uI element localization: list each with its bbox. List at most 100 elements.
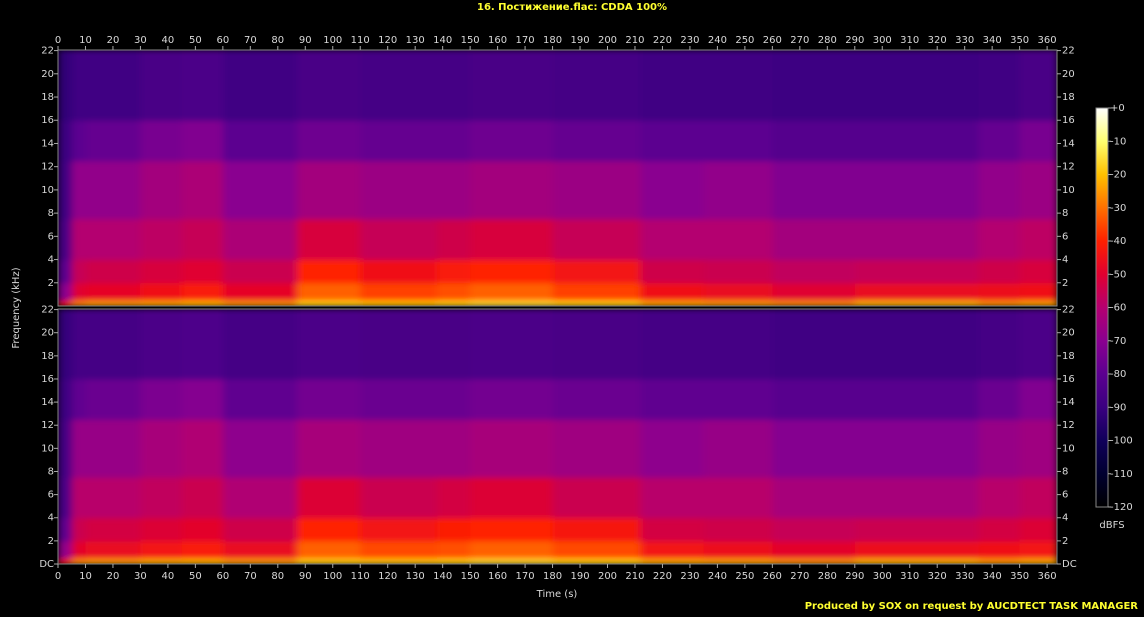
x-tick-label: 280 (818, 571, 837, 582)
x-tick-label: 330 (955, 35, 974, 46)
cell (1019, 309, 1057, 380)
cell (71, 218, 86, 261)
cell (978, 160, 1021, 220)
y-tick-label: 20 (41, 69, 54, 80)
colorbar-tick-label: +0 (1110, 103, 1125, 114)
cell (703, 160, 773, 220)
x-tick-label: 310 (900, 571, 919, 582)
y-tick-label: 2 (1062, 278, 1068, 289)
cell (470, 309, 554, 380)
cell (772, 50, 856, 121)
y-tick-label: 8 (1062, 466, 1068, 477)
cell (297, 419, 361, 478)
y-tick-label: 6 (1062, 490, 1068, 501)
colorbar-tick-label: -120 (1110, 502, 1133, 513)
cell (854, 259, 979, 284)
colorbar-tick-label: -50 (1110, 269, 1126, 280)
y-tick-label: 18 (41, 92, 54, 103)
cell (222, 309, 298, 380)
cell (978, 50, 1021, 121)
x-tick-label: 250 (735, 571, 754, 582)
cell (360, 259, 438, 284)
footer: Produced by SOX on request by AUCDTECT T… (805, 601, 1139, 612)
cell (640, 300, 705, 306)
cell (703, 259, 773, 284)
cell (703, 540, 773, 559)
cell (297, 517, 361, 542)
cell (703, 517, 773, 542)
x-tick-label: 80 (271, 35, 284, 46)
cell (222, 160, 298, 220)
cell (772, 120, 856, 162)
cell (71, 282, 86, 301)
cell (552, 120, 641, 162)
cell (85, 477, 141, 519)
cell (552, 540, 641, 559)
cell (772, 477, 856, 519)
x-tick-label: 20 (107, 35, 120, 46)
colorbar-tick-label: -60 (1110, 303, 1126, 314)
x-tick-label: 340 (983, 571, 1002, 582)
spectrogram (58, 50, 1057, 306)
cell (640, 218, 705, 261)
cell (58, 517, 73, 542)
cell (181, 540, 224, 559)
cell (297, 282, 361, 301)
x-tick-label: 90 (299, 571, 312, 582)
cell (703, 50, 773, 121)
x-tick-label: 360 (1038, 571, 1057, 582)
x-tick-label: 80 (271, 571, 284, 582)
x-tick-label: 350 (1010, 35, 1029, 46)
cell (470, 419, 554, 478)
cell (772, 300, 856, 306)
cell (181, 282, 224, 301)
x-tick-label: 280 (818, 35, 837, 46)
y-tick-label: DC (1062, 559, 1077, 570)
cell (85, 50, 141, 121)
cell (552, 558, 641, 564)
cell (71, 558, 86, 564)
x-tick-label: 230 (680, 35, 699, 46)
x-tick-label: 50 (189, 571, 202, 582)
x-tick-label: 290 (845, 571, 864, 582)
y-tick-label: 16 (1062, 374, 1075, 385)
x-tick-label: 50 (189, 35, 202, 46)
y-tick-label: 6 (48, 231, 54, 242)
cell (772, 259, 856, 284)
cell (140, 558, 183, 564)
y-tick-label: 8 (1062, 208, 1068, 219)
cell (181, 50, 224, 121)
cell (772, 160, 856, 220)
x-tick-label: 210 (625, 35, 644, 46)
cell (222, 378, 298, 420)
cell (297, 259, 361, 284)
cell (470, 477, 554, 519)
cell (640, 282, 705, 301)
cell (854, 517, 979, 542)
chart-title: 16. Постижение.flac: CDDA 100% (477, 2, 667, 13)
cell (640, 517, 705, 542)
x-tick-label: 130 (406, 35, 425, 46)
cell (222, 218, 298, 261)
cell (140, 517, 183, 542)
x-tick-label: 100 (323, 35, 342, 46)
cell (437, 300, 471, 306)
cell (71, 160, 86, 220)
cell (71, 540, 86, 559)
x-tick-label: 150 (461, 571, 480, 582)
plot-frame (57, 308, 1058, 565)
cell (772, 517, 856, 542)
cell (181, 160, 224, 220)
cell (85, 517, 141, 542)
x-tick-label: 210 (625, 571, 644, 582)
cell (437, 160, 471, 220)
y-tick-label: 10 (41, 443, 54, 454)
y-tick-label: 12 (41, 162, 54, 173)
cell (360, 309, 438, 380)
cell (222, 540, 298, 559)
x-tick-label: 270 (790, 571, 809, 582)
cell (470, 517, 554, 542)
cell (640, 160, 705, 220)
cell (360, 540, 438, 559)
